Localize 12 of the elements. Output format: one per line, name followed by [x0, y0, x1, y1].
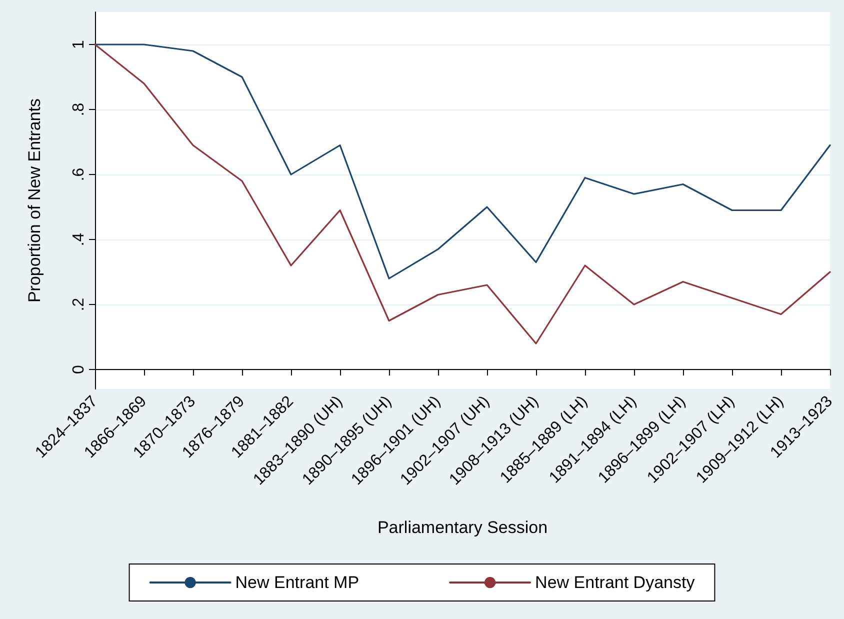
- y-tick-label: .6: [70, 168, 88, 182]
- y-tick-label: 1: [70, 40, 88, 49]
- y-tick-label: .4: [70, 232, 88, 246]
- line-series: [94, 44, 831, 280]
- y-tick-label: 0: [70, 364, 88, 374]
- line-series: [94, 44, 831, 344]
- legend-label: New Entrant Dyansty: [535, 573, 696, 592]
- x-axis-title: Parliamentary Session: [377, 518, 548, 537]
- y-axis-title: Proportion of New Entrants: [25, 98, 44, 303]
- y-tick-label: .2: [70, 298, 88, 312]
- legend-label: New Entrant MP: [235, 573, 360, 592]
- y-tick-label: .8: [70, 102, 88, 116]
